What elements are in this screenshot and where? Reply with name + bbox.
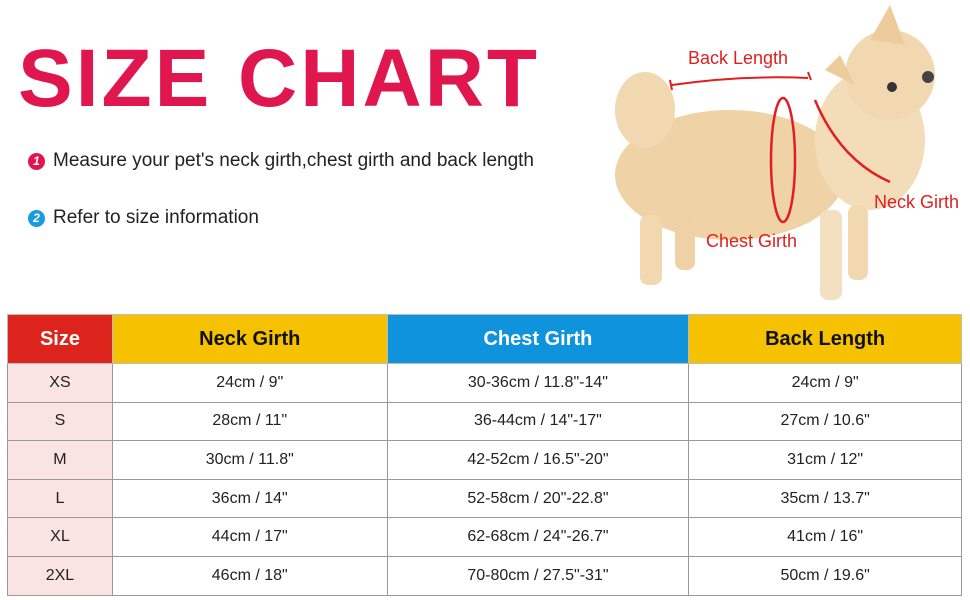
back-length-label: Back Length xyxy=(688,48,789,68)
measurement-cell: 24cm / 9" xyxy=(111,363,388,403)
step-text: Refer to size information xyxy=(53,207,259,228)
measurement-cell: 24cm / 9" xyxy=(688,363,962,403)
measurement-cell: 28cm / 11" xyxy=(111,401,388,442)
size-cell: S xyxy=(7,401,113,442)
table-row: XL 44cm / 17" 62-68cm / 24"-26.7" 41cm / 16… xyxy=(7,517,962,557)
page-title: SIZE CHART xyxy=(18,33,540,124)
table-row: L 36cm / 14" 52-58cm / 20"-22.8" 35cm / 13.… xyxy=(7,478,962,519)
measurement-cell: 46cm / 18" xyxy=(111,555,388,596)
measurement-cell: 27cm / 10.6" xyxy=(688,401,962,442)
measurement-cell: 50cm / 19.6" xyxy=(688,555,962,596)
table-row: XS 24cm / 9" 30-36cm / 11.8"-14" 24cm / 9" xyxy=(7,363,962,403)
measurement-cell: 70-80cm / 27.5"-31" xyxy=(386,555,690,596)
dog-illustration xyxy=(615,5,935,300)
measurement-cell: 42-52cm / 16.5"-20" xyxy=(386,440,690,480)
size-cell: 2XL xyxy=(7,555,113,596)
measurement-cell: 36-44cm / 14"-17" xyxy=(386,401,690,442)
column-header: Neck Girth xyxy=(111,314,388,364)
column-header: Back Length xyxy=(688,314,962,364)
measurement-cell: 31cm / 12" xyxy=(688,440,962,480)
size-cell: L xyxy=(7,478,113,519)
size-cell: XS xyxy=(7,363,113,403)
measurement-cell: 52-58cm / 20"-22.8" xyxy=(386,478,690,519)
size-cell: XL xyxy=(7,517,113,557)
measurement-cell: 41cm / 16" xyxy=(688,517,962,557)
table-row: M 30cm / 11.8" 42-52cm / 16.5"-20" 31cm / 1… xyxy=(7,440,962,480)
column-header: Size xyxy=(7,314,113,364)
measurement-cell: 36cm / 14" xyxy=(111,478,388,519)
size-table: Size Neck Girth Chest Girth Back Length XS 2… xyxy=(7,314,962,596)
step-text: Measure your pet's neck girth,chest girt… xyxy=(53,150,535,171)
measurement-cell: 44cm / 17" xyxy=(111,517,388,557)
measurement-cell: 30-36cm / 11.8"-14" xyxy=(386,363,690,403)
dog-measurement-diagram: Back Length Chest Girth Neck Girth xyxy=(600,0,970,310)
step-1: 1 Measure your pet's neck girth,chest gi… xyxy=(28,150,534,172)
table-row: S 28cm / 11" 36-44cm / 14"-17" 27cm / 10.6" xyxy=(7,401,962,442)
step-number-2: 2 xyxy=(28,209,45,227)
table-row: 2XL 46cm / 18" 70-80cm / 27.5"-31" 50cm / 1… xyxy=(7,555,962,596)
chest-girth-label: Chest Girth xyxy=(706,231,798,251)
step-2: 2 Refer to size information xyxy=(28,207,259,229)
column-header: Chest Girth xyxy=(386,314,690,364)
step-number-1: 1 xyxy=(28,152,45,170)
size-cell: M xyxy=(7,440,113,480)
measurement-cell: 35cm / 13.7" xyxy=(688,478,962,519)
measurement-cell: 62-68cm / 24"-26.7" xyxy=(386,517,690,557)
neck-girth-label: Neck Girth xyxy=(874,192,960,212)
measurement-cell: 30cm / 11.8" xyxy=(111,440,388,480)
